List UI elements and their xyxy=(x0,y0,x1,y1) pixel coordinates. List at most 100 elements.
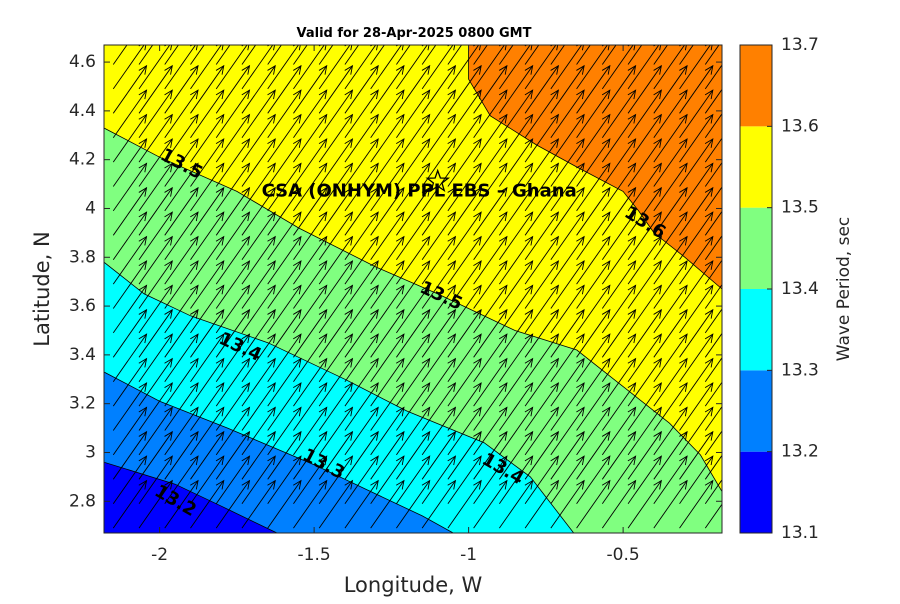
vector-arrow xyxy=(704,45,720,65)
vector-arrow xyxy=(473,138,508,187)
vector-arrow xyxy=(627,455,662,504)
vector-arrow xyxy=(679,235,714,285)
vector-arrow xyxy=(550,235,585,285)
vector-arrow xyxy=(267,406,302,456)
vector-arrow xyxy=(241,357,276,407)
vector-arrow xyxy=(653,64,688,114)
vector-arrow xyxy=(473,430,508,480)
vector-arrow xyxy=(550,479,585,529)
vector-arrow xyxy=(164,406,199,456)
vector-arrow xyxy=(190,211,225,260)
vector-arrow xyxy=(215,45,250,90)
vector-arrow xyxy=(421,89,457,138)
vector-arrow xyxy=(627,45,662,90)
vector-arrow xyxy=(627,357,662,407)
vector-arrow xyxy=(550,45,566,65)
vector-arrow xyxy=(164,333,199,382)
vector-arrow xyxy=(267,308,302,358)
vector-arrow xyxy=(576,64,611,114)
vector-arrow xyxy=(215,357,251,407)
vector-arrow xyxy=(138,235,173,285)
site-star-marker xyxy=(425,168,451,193)
vector-arrow xyxy=(653,186,688,236)
vector-arrow xyxy=(344,260,379,309)
vector-arrow xyxy=(653,211,688,260)
vector-arrow xyxy=(318,45,353,90)
vector-arrow xyxy=(112,406,148,456)
y-tick-label: 3.8 xyxy=(69,247,96,267)
vector-arrow xyxy=(576,357,611,407)
vector-arrow xyxy=(498,260,534,309)
vector-arrow xyxy=(112,89,148,138)
vector-arrow xyxy=(576,235,611,285)
vector-arrow xyxy=(318,260,354,309)
vector-arrow xyxy=(498,357,534,407)
vector-arrow xyxy=(627,284,662,334)
vector-arrow xyxy=(653,45,669,65)
contour-line-13.4 xyxy=(104,261,575,533)
vector-arrow xyxy=(653,382,688,431)
vector-arrow xyxy=(498,138,534,187)
vector-arrow xyxy=(370,308,405,358)
vector-arrow xyxy=(601,260,637,309)
vector-arrow xyxy=(370,260,405,309)
vector-arrow xyxy=(421,430,457,480)
vector-arrow xyxy=(112,357,148,407)
vector-arrow xyxy=(241,455,276,504)
y-axis-label: Latitude, N xyxy=(30,231,54,347)
vector-arrow xyxy=(679,455,714,504)
vector-arrow xyxy=(473,64,508,114)
vector-arrow xyxy=(576,284,611,334)
vector-arrow xyxy=(138,138,173,187)
vector-arrow xyxy=(396,308,431,358)
vector-arrow xyxy=(267,45,282,65)
vector-arrow xyxy=(138,284,173,334)
vector-arrow xyxy=(344,357,379,407)
vector-arrow xyxy=(138,479,173,529)
vector-arrow xyxy=(627,260,662,309)
vector-arrow xyxy=(267,357,302,407)
vector-arrow xyxy=(396,284,431,334)
vector-arrow xyxy=(396,138,431,187)
vector-arrow xyxy=(318,479,354,529)
vector-arrow xyxy=(318,162,354,212)
vector-arrow xyxy=(190,382,225,431)
vector-arrow xyxy=(601,357,637,407)
vector-arrow xyxy=(215,138,251,187)
vector-arrow xyxy=(679,89,714,138)
vector-arrow xyxy=(112,186,148,236)
vector-arrow xyxy=(215,89,251,138)
vector-arrow xyxy=(421,382,457,431)
vector-arrow xyxy=(164,113,199,163)
vector-arrow xyxy=(576,162,611,212)
vector-arrow xyxy=(653,308,688,358)
vector-arrow xyxy=(576,479,611,529)
vector-arrow xyxy=(215,430,251,480)
vector-arrow xyxy=(447,357,482,407)
vector-arrow xyxy=(164,357,199,407)
vector-arrow xyxy=(215,162,251,212)
vector-arrow xyxy=(344,113,379,163)
vector-arrow xyxy=(601,138,637,187)
vector-arrow xyxy=(447,235,482,285)
vector-arrow xyxy=(601,235,637,285)
vector-arrow xyxy=(138,406,173,456)
vector-arrow xyxy=(344,235,379,285)
vector-arrow xyxy=(293,45,308,65)
vector-arrow xyxy=(112,235,148,285)
vector-arrow xyxy=(576,455,611,504)
vector-arrow xyxy=(679,211,714,260)
colorbar-tick-label: 13.1 xyxy=(781,523,819,543)
vector-arrow xyxy=(241,113,276,163)
vector-arrow xyxy=(447,186,482,236)
vector-arrow xyxy=(293,138,328,187)
vector-arrow xyxy=(344,308,379,358)
vector-arrow xyxy=(215,186,251,236)
vector-arrow xyxy=(627,89,662,138)
vector-arrow xyxy=(576,186,611,236)
vector-arrow xyxy=(421,308,457,358)
vector-arrow xyxy=(576,113,611,163)
colorbar-tick-label: 13.6 xyxy=(781,116,819,136)
vector-arrow xyxy=(190,260,225,309)
y-tick-label: 4.2 xyxy=(69,150,96,170)
